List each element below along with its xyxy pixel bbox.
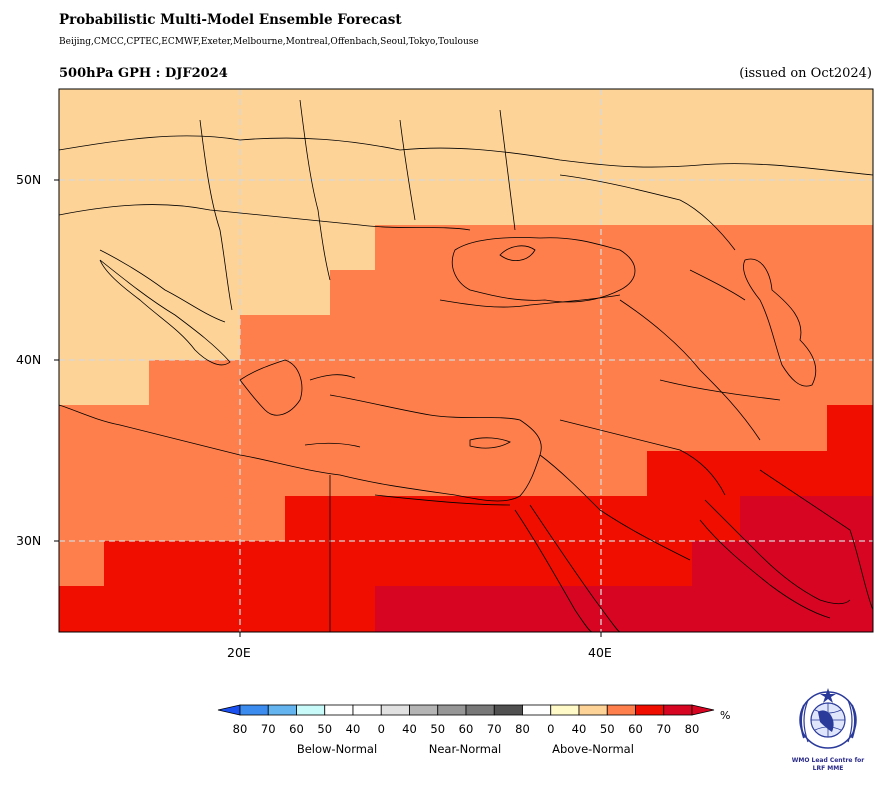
wmo-logo xyxy=(799,688,857,749)
colorbar-arrow-left xyxy=(217,704,241,716)
map-title: Probabilistic Multi-Model Ensemble Forec… xyxy=(59,12,402,28)
colorbar-swatch xyxy=(465,704,495,716)
lon-label-20e: 20E xyxy=(227,645,251,660)
region-above-70 xyxy=(59,405,873,632)
colorbar-swatch xyxy=(550,704,580,716)
lat-label-30n: 30N xyxy=(16,533,42,548)
probability-fill xyxy=(59,89,873,632)
legend-below-normal: Below-Normal xyxy=(296,742,378,756)
colorbar-swatch xyxy=(493,704,523,716)
colorbar-swatch xyxy=(522,704,552,716)
colorbar xyxy=(217,704,715,716)
colorbar-tick-label: 70 xyxy=(260,722,276,736)
variable-period-label: 500hPa GPH : DJF2024 xyxy=(59,66,228,81)
colorbar-tick-label: 50 xyxy=(599,722,615,736)
colorbar-swatch xyxy=(635,704,665,716)
region-above-80 xyxy=(375,496,873,632)
colorbar-swatch xyxy=(409,704,439,716)
colorbar-tick-label: 40 xyxy=(571,722,587,736)
colorbar-tick-label: 80 xyxy=(232,722,248,736)
coastlines xyxy=(59,99,873,632)
issued-label: (issued on Oct2024) xyxy=(739,66,872,81)
colorbar-swatch xyxy=(296,704,326,716)
colorbar-swatch xyxy=(324,704,354,716)
lat-label-40n: 40N xyxy=(16,352,42,367)
graticule xyxy=(59,89,873,632)
colorbar-swatch xyxy=(578,704,608,716)
colorbar-tick-label: 0 xyxy=(377,722,385,736)
colorbar-swatch xyxy=(380,704,410,716)
colorbar-tick-label: 40 xyxy=(402,722,417,736)
logo-line1: WMO Lead Centre for xyxy=(791,757,865,764)
colorbar-tick-label: 60 xyxy=(628,722,643,736)
colorbar-tick-label: 80 xyxy=(515,722,530,736)
colorbar-tick-label: 40 xyxy=(345,722,361,736)
colorbar-tick-label: 80 xyxy=(684,722,700,736)
colorbar-unit: % xyxy=(720,709,731,722)
colorbar-arrow-right xyxy=(691,704,715,716)
colorbar-swatch xyxy=(352,704,382,716)
model-list: Beijing,CMCC,CPTEC,ECMWF,Exeter,Melbourn… xyxy=(59,37,479,47)
lat-label-50n: 50N xyxy=(16,172,42,187)
colorbar-tick-label: 0 xyxy=(547,722,555,736)
colorbar-swatch xyxy=(663,704,693,716)
colorbar-swatch xyxy=(606,704,636,716)
axis-ticks xyxy=(54,179,602,637)
legend-above-normal: Above-Normal xyxy=(552,742,634,756)
colorbar-tick-label: 70 xyxy=(656,722,672,736)
colorbar-tick-label: 60 xyxy=(458,722,474,736)
colorbar-tick-label: 60 xyxy=(289,722,304,736)
colorbar-tick-label: 70 xyxy=(486,722,502,736)
lon-label-40e: 40E xyxy=(588,645,612,660)
colorbar-swatch xyxy=(437,704,467,716)
legend-near-normal: Near-Normal xyxy=(428,742,502,756)
logo-line2: LRF MME xyxy=(812,765,844,772)
colorbar-tick-label: 50 xyxy=(317,722,333,736)
colorbar-tick-label: 50 xyxy=(430,722,446,736)
colorbar-swatch xyxy=(267,704,297,716)
colorbar-swatch xyxy=(239,704,269,716)
